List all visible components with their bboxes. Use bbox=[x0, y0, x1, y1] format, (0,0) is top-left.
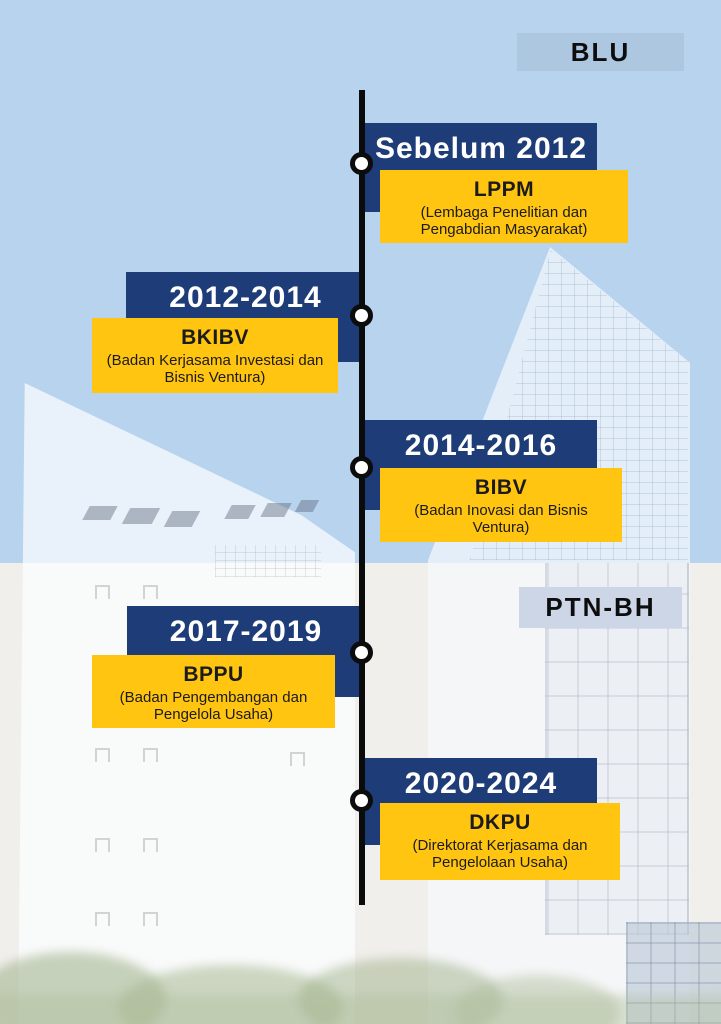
timeline-node-1 bbox=[350, 152, 373, 175]
badge-blu-label: BLU bbox=[570, 36, 631, 67]
timeline-line bbox=[359, 90, 365, 905]
building-window bbox=[290, 752, 305, 766]
tree bbox=[298, 958, 503, 1024]
tree-strip bbox=[0, 995, 721, 1024]
org-full-name: (Lembaga Penelitian dan Pengabdian Masya… bbox=[420, 204, 588, 238]
org-abbr: LPPM bbox=[473, 178, 535, 201]
org-full-name: (Badan Kerjasama Investasi dan Bisnis Ve… bbox=[106, 352, 324, 386]
period-label: 2014-2016 bbox=[404, 429, 558, 462]
period-label: 2012-2014 bbox=[169, 281, 322, 314]
timeline-node-4 bbox=[350, 641, 373, 664]
timeline-node-5 bbox=[350, 789, 373, 812]
building-window bbox=[95, 748, 110, 762]
org-full-name: (Badan Inovasi dan Bisnis Ventura) bbox=[414, 502, 588, 536]
building-window bbox=[143, 585, 158, 599]
building-window bbox=[95, 838, 110, 852]
badge-ptn-bh-label: PTN-BH bbox=[545, 592, 656, 622]
org-box-lppm: LPPM (Lembaga Penelitian dan Pengabdian … bbox=[380, 170, 628, 243]
timeline-node-3 bbox=[350, 456, 373, 479]
org-full-name: (Badan Pengembangan dan Pengelola Usaha) bbox=[119, 689, 308, 723]
org-box-bibv: BIBV (Badan Inovasi dan Bisnis Ventura) bbox=[380, 468, 622, 542]
org-box-bppu: BPPU (Badan Pengembangan dan Pengelola U… bbox=[92, 655, 335, 728]
period-label: 2017-2019 bbox=[169, 615, 323, 648]
building-skylight bbox=[294, 500, 320, 512]
org-abbr: BPPU bbox=[183, 663, 244, 686]
period-label: Sebelum 2012 bbox=[374, 132, 588, 165]
badge-blu: BLU bbox=[517, 33, 684, 71]
badge-ptn-bh: PTN-BH bbox=[519, 587, 682, 628]
timeline-node-2 bbox=[350, 304, 373, 327]
building-window bbox=[143, 838, 158, 852]
org-abbr: BKIBV bbox=[181, 326, 249, 349]
building-window bbox=[143, 748, 158, 762]
org-abbr: BIBV bbox=[474, 476, 528, 499]
building-window bbox=[95, 585, 110, 599]
building-window bbox=[95, 912, 110, 926]
org-full-name: (Direktorat Kerjasama dan Pengelolaan Us… bbox=[412, 837, 588, 871]
org-box-dkpu: DKPU (Direktorat Kerjasama dan Pengelola… bbox=[380, 803, 620, 880]
period-label: 2020-2024 bbox=[404, 767, 558, 800]
glass-building-corner bbox=[626, 922, 721, 1024]
building-window bbox=[143, 912, 158, 926]
org-abbr: DKPU bbox=[469, 811, 531, 834]
building-window-grid bbox=[215, 545, 321, 577]
org-box-bkibv: BKIBV (Badan Kerjasama Investasi dan Bis… bbox=[92, 318, 338, 393]
